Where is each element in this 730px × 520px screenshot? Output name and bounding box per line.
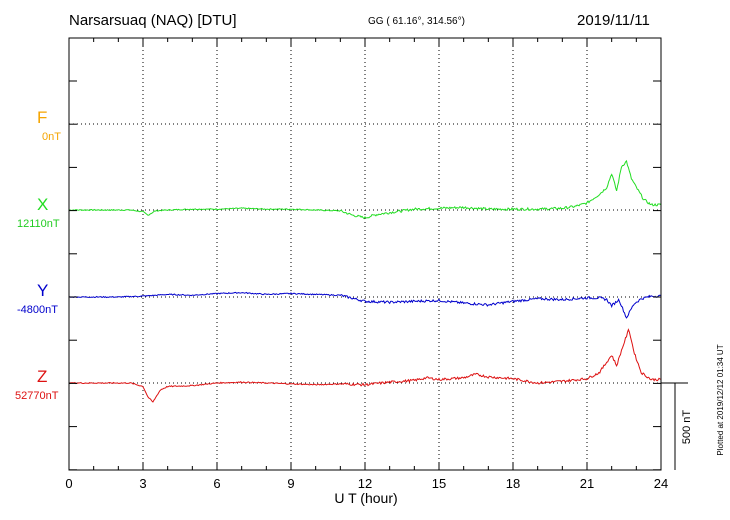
chart-series — [68, 159, 662, 403]
x-tick-label: 21 — [580, 476, 594, 491]
series-line-x — [68, 159, 662, 220]
scale-bar-label: 500 nT — [681, 410, 693, 445]
series-line-z — [68, 328, 662, 403]
plot-date: 2019/11/11 — [577, 12, 650, 29]
y-component-letter: Y — [37, 281, 49, 300]
x-tick-label: 9 — [287, 476, 294, 491]
f-component-letter: F — [37, 108, 48, 127]
chart-ticks: 0 3 6 9 12 15 18 21 24 — [65, 38, 668, 491]
x-tick-label: 15 — [432, 476, 446, 491]
x-tick-label: 6 — [213, 476, 220, 491]
x-tick-label: 0 — [65, 476, 72, 491]
series-line-y — [68, 291, 662, 319]
chart-grid — [69, 38, 661, 470]
station-title: Narsarsuaq (NAQ) [DTU] — [69, 12, 237, 29]
y-component-baseline: -4800nT — [17, 304, 58, 316]
x-tick-label: 12 — [358, 476, 372, 491]
geographic-coordinates: GG ( 61.16°, 314.56°) — [368, 16, 465, 27]
z-component-letter: Z — [37, 367, 48, 386]
x-tick-label: 3 — [139, 476, 146, 491]
x-component-letter: X — [37, 195, 49, 214]
plotted-timestamp: Plotted at 2019/12/12 01:34 UT — [716, 344, 725, 455]
f-component-baseline: 0nT — [42, 131, 61, 143]
z-component-baseline: 52770nT — [15, 390, 59, 402]
x-tick-label: 24 — [654, 476, 668, 491]
x-component-baseline: 12110nT — [17, 218, 60, 230]
plot-frame — [68, 37, 662, 471]
x-tick-label: 18 — [506, 476, 520, 491]
x-axis-label: U T (hour) — [334, 490, 397, 506]
